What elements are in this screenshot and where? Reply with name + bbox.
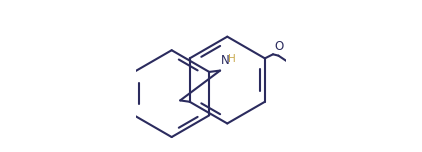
Text: H: H	[227, 54, 235, 64]
Text: N: N	[221, 54, 230, 67]
Text: O: O	[274, 40, 284, 53]
